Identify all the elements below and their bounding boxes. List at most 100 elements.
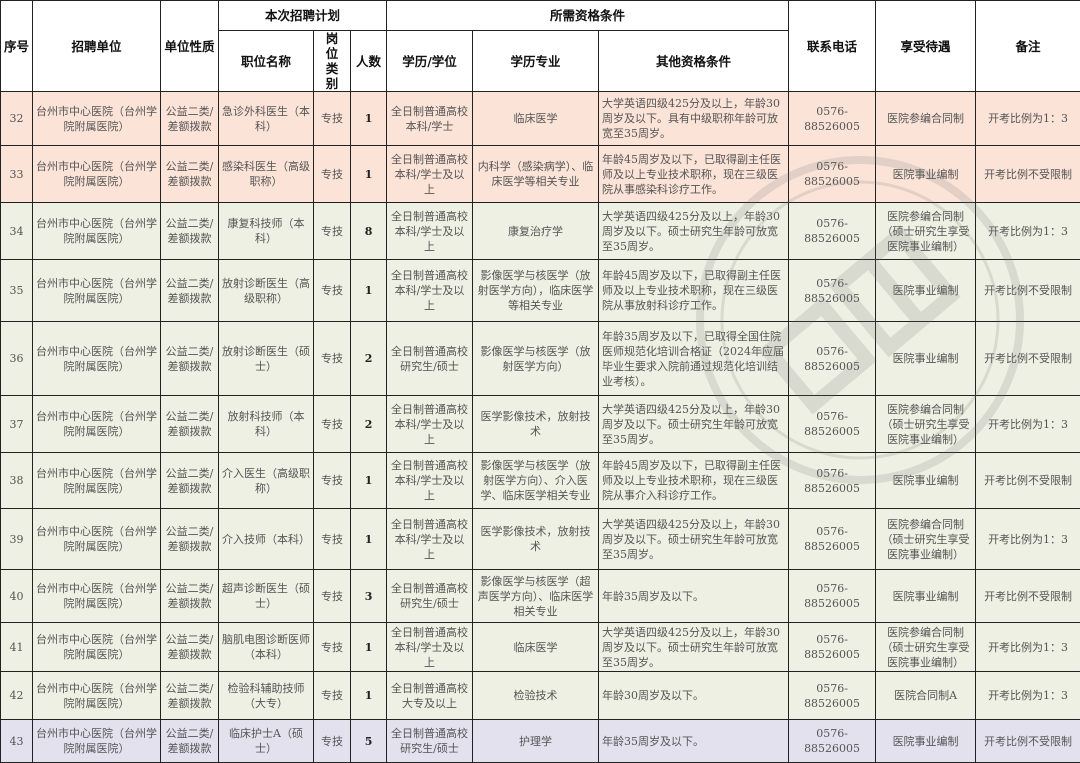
benefit-cell: 医院合同制A <box>876 672 976 720</box>
position-cell: 介入医生（高级职称） <box>219 453 314 509</box>
phone-cell: 0576-88526005 <box>789 92 876 146</box>
nature-cell: 公益二类/差额拨款 <box>161 672 219 720</box>
note-cell: 开考比例为1：3 <box>976 92 1080 146</box>
degree-cell: 全日制普通高校研究生/硕士 <box>387 570 473 623</box>
major-cell: 护理学 <box>473 720 599 763</box>
benefit-cell: 医院事业编制 <box>876 322 976 396</box>
major-cell: 医学影像技术，放射技术 <box>473 396 599 453</box>
benefit-cell: 医院参编合同制（硕士研究生享受医院事业编制） <box>876 396 976 453</box>
other-conditions-cell: 大学英语四级425分及以上，年龄30周岁及以下。具有中级职称年龄可放宽至35周岁… <box>599 92 789 146</box>
benefit-cell: 医院事业编制 <box>876 260 976 322</box>
nature-cell: 公益二类/差额拨款 <box>161 570 219 623</box>
count-cell: 2 <box>351 322 387 396</box>
nature-cell: 公益二类/差额拨款 <box>161 623 219 672</box>
category-cell: 专技 <box>314 146 351 203</box>
phone-cell: 0576-88526005 <box>789 720 876 763</box>
category-cell: 专技 <box>314 570 351 623</box>
benefit-cell: 医院事业编制 <box>876 146 976 203</box>
benefit-cell: 医院事业编制 <box>876 720 976 763</box>
nature-cell: 公益二类/差额拨款 <box>161 453 219 509</box>
phone-cell: 0576-88526005 <box>789 396 876 453</box>
unit-cell: 台州市中心医院（台州学院附属医院） <box>33 92 161 146</box>
unit-cell: 台州市中心医院（台州学院附属医院） <box>33 260 161 322</box>
phone-cell: 0576-88526005 <box>789 672 876 720</box>
degree-cell: 全日制普通高校大专及以上 <box>387 672 473 720</box>
other-conditions-cell: 大学英语四级425分及以上，年龄30周岁及以下。硕士研究生年龄可放宽至35周岁。 <box>599 509 789 570</box>
header-unit: 招聘单位 <box>33 1 161 92</box>
count-cell: 5 <box>351 720 387 763</box>
nature-cell: 公益二类/差额拨款 <box>161 509 219 570</box>
unit-cell: 台州市中心医院（台州学院附属医院） <box>33 453 161 509</box>
major-cell: 临床医学 <box>473 92 599 146</box>
seq-cell: 32 <box>1 92 33 146</box>
benefit-cell: 医院参编合同制（硕士研究生享受医院事业编制） <box>876 623 976 672</box>
degree-cell: 全日制普通高校本科/学士及以上 <box>387 203 473 260</box>
major-cell: 影像医学与核医学（超声医学方向）、临床医学相关专业 <box>473 570 599 623</box>
nature-cell: 公益二类/差额拨款 <box>161 396 219 453</box>
major-cell: 临床医学 <box>473 623 599 672</box>
nature-cell: 公益二类/差额拨款 <box>161 260 219 322</box>
position-cell: 临床护士A（硕士） <box>219 720 314 763</box>
header-benefit: 享受待遇 <box>876 1 976 92</box>
seq-cell: 41 <box>1 623 33 672</box>
other-conditions-cell: 大学英语四级425分及以上，年龄30周岁及以下。硕士研究生年龄可放宽至35周岁。 <box>599 623 789 672</box>
nature-cell: 公益二类/差额拨款 <box>161 322 219 396</box>
major-cell: 影像医学与核医学（放射医学方向）、介入医学、临床医学相关专业 <box>473 453 599 509</box>
seq-cell: 35 <box>1 260 33 322</box>
unit-cell: 台州市中心医院（台州学院附属医院） <box>33 396 161 453</box>
seq-cell: 39 <box>1 509 33 570</box>
unit-cell: 台州市中心医院（台州学院附属医院） <box>33 322 161 396</box>
benefit-cell: 医院参编合同制（硕士研究生享受医院事业编制） <box>876 509 976 570</box>
note-cell: 开考比例不受限制 <box>976 322 1080 396</box>
unit-cell: 台州市中心医院（台州学院附属医院） <box>33 720 161 763</box>
note-cell: 开考比例为1：3 <box>976 672 1080 720</box>
unit-cell: 台州市中心医院（台州学院附属医院） <box>33 672 161 720</box>
position-cell: 超声诊断医生（硕士） <box>219 570 314 623</box>
count-cell: 1 <box>351 92 387 146</box>
phone-cell: 0576-88526005 <box>789 623 876 672</box>
note-cell: 开考比例为1：3 <box>976 623 1080 672</box>
category-cell: 专技 <box>314 623 351 672</box>
position-cell: 放射科技师（本科） <box>219 396 314 453</box>
phone-cell: 0576-88526005 <box>789 509 876 570</box>
other-conditions-cell: 年龄45周岁及以下，已取得副主任医师及以上专业技术职称，现在三级医院从事放射科诊… <box>599 260 789 322</box>
degree-cell: 全日制普通高校本科/学士 <box>387 92 473 146</box>
count-cell: 8 <box>351 203 387 260</box>
seq-cell: 38 <box>1 453 33 509</box>
note-cell: 开考比例不受限制 <box>976 720 1080 763</box>
count-cell: 3 <box>351 570 387 623</box>
note-cell: 开考比例为1：3 <box>976 509 1080 570</box>
seq-cell: 34 <box>1 203 33 260</box>
header-degree: 学历/学位 <box>387 31 473 92</box>
other-conditions-cell: 大学英语四级425分及以上，年龄30周岁及以下。硕士研究生年龄可放宽至35周岁。 <box>599 203 789 260</box>
seq-cell: 33 <box>1 146 33 203</box>
position-cell: 感染科医生（高级职称） <box>219 146 314 203</box>
unit-cell: 台州市中心医院（台州学院附属医院） <box>33 570 161 623</box>
position-cell: 放射诊断医生（硕士） <box>219 322 314 396</box>
other-conditions-cell: 年龄35周岁及以下。 <box>599 720 789 763</box>
seq-cell: 42 <box>1 672 33 720</box>
category-cell: 专技 <box>314 396 351 453</box>
position-cell: 检验科辅助技师（大专） <box>219 672 314 720</box>
category-cell: 专技 <box>314 322 351 396</box>
note-cell: 开考比例不受限制 <box>976 453 1080 509</box>
seq-cell: 43 <box>1 720 33 763</box>
count-cell: 1 <box>351 509 387 570</box>
degree-cell: 全日制普通高校本科/学士及以上 <box>387 396 473 453</box>
header-count: 人数 <box>351 31 387 92</box>
seq-cell: 37 <box>1 396 33 453</box>
phone-cell: 0576-88526005 <box>789 146 876 203</box>
header-other: 其他资格条件 <box>599 31 789 92</box>
phone-cell: 0576-88526005 <box>789 203 876 260</box>
major-cell: 影像医学与核医学（放射医学方向），临床医学等相关专业 <box>473 260 599 322</box>
